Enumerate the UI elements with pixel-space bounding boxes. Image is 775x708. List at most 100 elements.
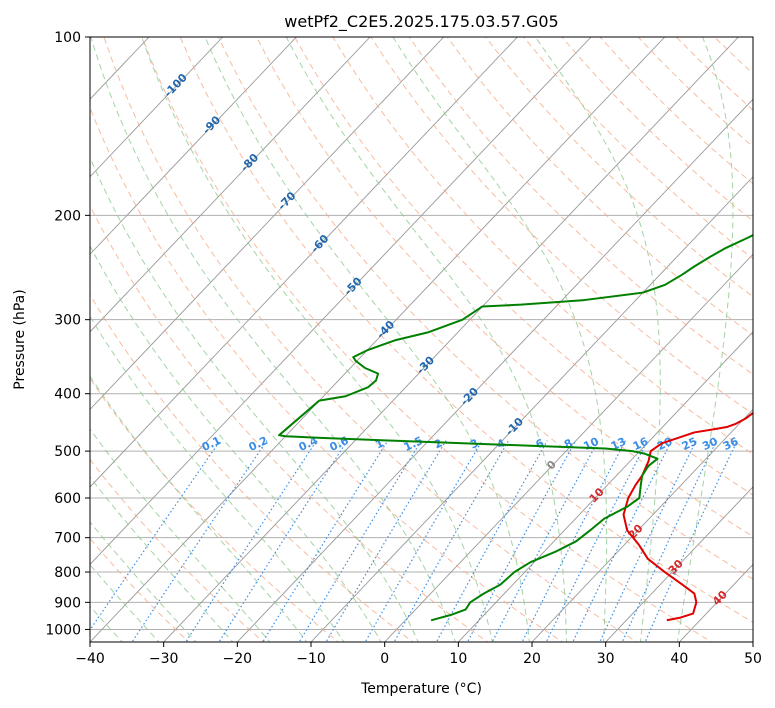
dry-adiabat-line [408,37,753,375]
isotherm-line [90,37,592,566]
mixing-ratio-line [491,440,599,642]
isotherm-line [90,37,666,642]
dry-adiabat-line [485,37,753,298]
y-tick-label: 700 [54,531,81,547]
mixing-ratio-line [218,440,348,642]
dry-adiabat-line [103,37,638,642]
dewpoint-profile-line [278,233,753,622]
dry-adiabat-line [90,377,340,642]
mixing-ratio-label: 2 [432,436,444,451]
mixing-ratio-label: 16 [631,435,651,453]
isotherm-label: -50 [342,274,365,298]
y-tick-label: 400 [54,387,81,403]
moist-adiabat-line [534,37,661,642]
y-tick-label: 600 [54,491,81,507]
isotherm-label: 10 [587,485,607,505]
isotherm-label: -90 [200,113,223,137]
moist-adiabat-line [392,37,608,642]
isotherm-line [90,37,445,411]
dry-adiabat-line [90,106,564,642]
isotherm-label: -60 [308,232,331,256]
moist-adiabat-line [90,315,345,642]
isotherm-line [90,37,297,255]
mixing-ratio-line [572,440,673,642]
mixing-ratio-label: 25 [680,435,699,453]
mixing-ratio-line [262,440,389,642]
dry-adiabat-line [90,204,489,642]
y-tick-label: 300 [54,313,81,329]
isotherm-label: -70 [275,189,298,213]
mixing-ratio-line [364,440,483,642]
moist-adiabat-line [141,37,493,642]
isotherm-label: -40 [374,318,397,342]
dry-adiabat-line [256,37,753,538]
isotherm-line [163,37,739,642]
y-tick-label: 900 [54,595,81,611]
mixing-ratio-line [466,440,577,642]
x-tick-label: −30 [149,651,179,667]
reference-lines [90,37,753,642]
x-tick-label: 40 [670,651,688,667]
moist-adiabat-line [90,428,271,642]
dry-adiabat-line [179,37,753,623]
dry-adiabat-line [561,37,753,222]
dry-adiabat-line [370,37,753,415]
isotherm-label: -20 [458,385,481,409]
mixing-ratio-line [435,440,548,642]
mixing-ratio-line [599,440,697,642]
moist-adiabat-line [285,37,567,642]
mixing-ratio-line [185,440,318,642]
mixing-ratio-line [325,440,447,642]
profile-lines [278,233,753,622]
mixing-ratio-line [621,440,718,642]
moist-adiabat-line [676,37,734,642]
isotherm-line [90,37,224,178]
dry-adiabat-line [599,37,753,185]
y-tick-label: 200 [54,208,81,224]
dry-adiabat-line [141,37,713,642]
isotherm-line [531,408,753,642]
mixing-ratio-label: 20 [655,435,675,453]
chart-title: wetPf2_C2E5.2025.175.03.57.G05 [284,12,558,32]
dry-adiabat-line [90,537,190,642]
y-tick-label: 800 [54,565,81,581]
y-tick-label: 1000 [45,622,81,638]
x-tick-label: −20 [223,651,253,667]
x-tick-label: 50 [744,651,762,667]
mixing-ratio-label: 6 [534,436,547,451]
isotherm-line [0,37,2,642]
y-tick-label: 500 [54,444,81,460]
mixing-ratio-label: 10 [581,435,601,453]
x-axis-title: Temperature (°C) [360,681,482,697]
isotherm-label: 0 [544,458,559,473]
isotherm-line [90,37,371,333]
isotherm-line [90,37,518,488]
y-axis-title: Pressure (hPa) [12,289,28,389]
isotherm-line [605,486,753,642]
x-tick-label: 30 [597,651,615,667]
dry-adiabat-line [294,37,753,496]
x-tick-label: 20 [523,651,541,667]
moist-adiabat-line [90,375,308,642]
temperature-profile-line [622,411,753,622]
grid-layer [0,37,753,642]
isotherm-line [237,98,753,642]
moist-adiabat-line [90,156,419,642]
mixing-ratio-label: 36 [721,435,741,453]
x-tick-label: 0 [380,651,389,667]
mixing-ratio-line [393,440,510,642]
axis-ticks: −40 −30 −20 −10 0 10 20 30 40 5010020030040050060… [45,30,762,667]
moist-adiabat-line [204,37,530,642]
dry-adiabat-line [90,458,265,642]
plot-frame [89,36,754,643]
dry-adiabat-line [90,293,414,642]
dry-adiabat-line [752,37,753,39]
mixing-ratio-line [131,440,268,642]
moist-adiabat-line [90,37,456,642]
isotherm-line [458,331,753,642]
isotherm-label: 40 [710,588,730,608]
dry-adiabat-line [332,37,753,455]
mixing-ratio-label: 30 [700,435,720,453]
y-tick-label: 100 [54,30,81,46]
